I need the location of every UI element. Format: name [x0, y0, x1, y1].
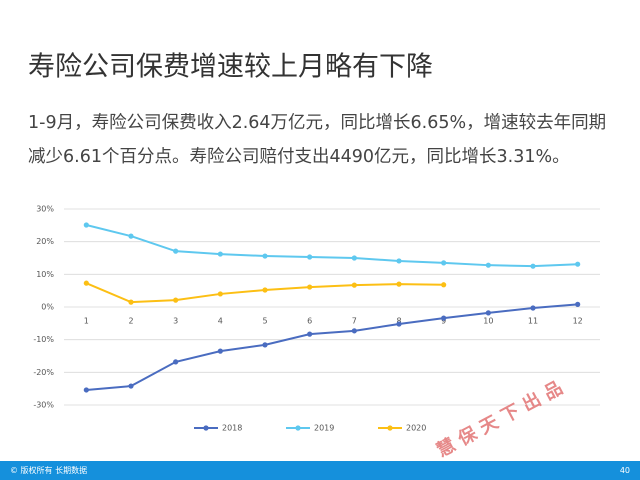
data-point — [307, 331, 313, 337]
legend-label: 2019 — [314, 424, 334, 433]
data-point — [307, 284, 313, 290]
data-point — [485, 310, 491, 316]
legend-marker — [203, 425, 209, 431]
data-point — [173, 248, 179, 254]
data-point — [485, 262, 491, 268]
series-line — [86, 224, 578, 268]
x-tick-label: 3 — [173, 317, 178, 326]
footer-text: © 版权所有 长期数据 — [10, 465, 87, 475]
page-number: 40 — [620, 466, 630, 475]
data-point — [128, 383, 134, 389]
x-tick-label: 8 — [396, 317, 401, 326]
data-point — [262, 253, 268, 259]
x-tick-label: 11 — [528, 317, 538, 326]
series-line — [86, 303, 578, 391]
data-point — [575, 261, 581, 267]
data-point — [396, 258, 402, 264]
y-tick-label: 10% — [36, 270, 54, 279]
data-point — [83, 222, 89, 228]
data-point — [351, 282, 357, 288]
data-point — [173, 359, 179, 365]
x-tick-label: 6 — [307, 317, 312, 326]
y-tick-label: -10% — [33, 335, 54, 344]
x-tick-label: 10 — [483, 317, 493, 326]
data-point — [217, 348, 223, 354]
x-tick-label: 1 — [84, 317, 89, 326]
x-tick-label: 12 — [573, 317, 583, 326]
data-point — [441, 260, 447, 266]
data-point — [128, 233, 134, 239]
data-point — [217, 251, 223, 257]
data-point — [530, 305, 536, 311]
y-tick-label: -30% — [33, 401, 54, 410]
legend-label: 2020 — [406, 424, 426, 433]
data-point — [307, 254, 313, 260]
data-point — [530, 263, 536, 269]
footer-bar — [0, 461, 640, 480]
data-point — [83, 280, 89, 286]
x-tick-label: 2 — [128, 317, 133, 326]
chart: -30%-20%-10%0%10%20%30%1 2 3 4 5 6 7 8 9 10 11 1220… — [33, 205, 600, 433]
x-tick-label: 7 — [352, 317, 357, 326]
data-point — [217, 291, 223, 297]
legend-marker — [295, 425, 301, 431]
data-point — [441, 315, 447, 321]
data-point — [128, 299, 134, 305]
body-text: 1-9月，寿险公司保费收入2.64万亿元，同比增长6.65%，增速较去年同期 — [28, 113, 606, 133]
data-point — [396, 321, 402, 327]
y-tick-label: -20% — [33, 368, 54, 377]
y-tick-label: 20% — [36, 237, 54, 246]
data-point — [351, 255, 357, 261]
x-tick-label: 9 — [441, 317, 446, 326]
data-point — [441, 282, 447, 288]
data-point — [262, 342, 268, 348]
x-tick-label: 5 — [262, 317, 267, 326]
data-point — [262, 287, 268, 293]
data-point — [396, 281, 402, 287]
data-point — [575, 301, 581, 307]
x-tick-label: 4 — [218, 317, 223, 326]
data-point — [351, 328, 357, 334]
slide-title: 寿险公司保费增速较上月略有下降 — [28, 52, 433, 83]
data-point — [83, 387, 89, 393]
data-point — [173, 297, 179, 303]
legend-label: 2018 — [222, 424, 242, 433]
body-text: 减少6.61个百分点。寿险公司赔付支出4490亿元，同比增长3.31%。 — [28, 147, 570, 167]
y-tick-label: 0% — [41, 303, 54, 312]
y-tick-label: 30% — [36, 205, 54, 214]
legend-marker — [387, 425, 393, 431]
